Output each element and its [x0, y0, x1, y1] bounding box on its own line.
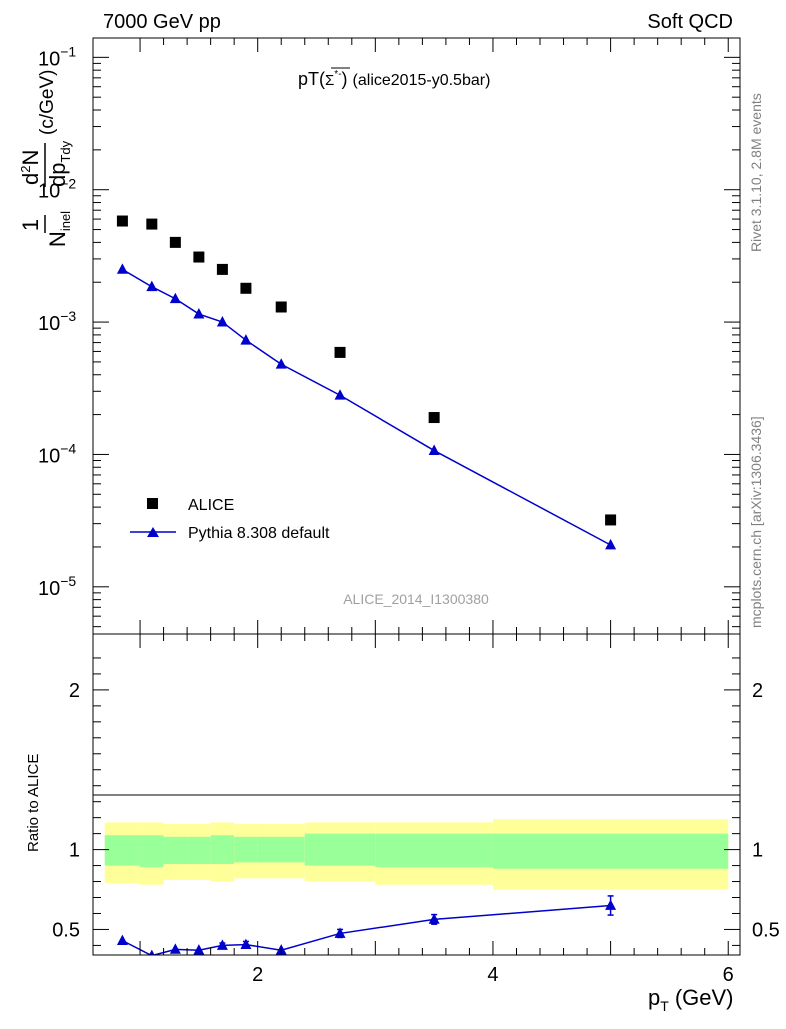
pythia-point — [428, 444, 440, 455]
band-inner-segment — [104, 835, 141, 866]
ratio-y-tick-label: 1 — [69, 840, 80, 862]
plot-title-main: pT — [298, 69, 319, 89]
ylabel-dn: d2N — [18, 150, 43, 185]
rivet-label: Rivet 3.1.10, 2.8M events — [748, 93, 764, 252]
band-inner-segment — [304, 833, 376, 866]
y-tick-label: 10−4 — [38, 440, 76, 467]
ratio-point — [169, 943, 181, 954]
alice-point — [146, 218, 158, 230]
ylabel-unit: (c/GeV) — [37, 70, 58, 135]
mcplots-label: mcplots.cern.ch [arXiv:1306.3436] — [748, 416, 764, 628]
ylabel-n: Ninel — [45, 211, 73, 247]
alice-point — [334, 346, 346, 358]
plot-title-particle: Σ — [325, 72, 334, 89]
alice-point — [193, 251, 205, 263]
y-axis-label-top: 1 Ninel d2N dpTdy (c/GeV) — [18, 70, 73, 248]
band-inner-segment — [375, 833, 493, 868]
alice-point — [428, 412, 440, 424]
ratio-panel-frame — [92, 633, 741, 956]
pythia-point — [116, 263, 128, 274]
ratio-series — [116, 895, 617, 955]
legend-alice-marker — [147, 498, 158, 509]
ratio-y-tick-label-right: 1 — [752, 840, 763, 862]
ratio-point — [334, 927, 346, 938]
ratio-y-tick-label: 0.5 — [52, 919, 80, 941]
pythia-point — [193, 307, 205, 319]
band-inner-segment — [257, 836, 305, 863]
alice-point — [605, 514, 617, 526]
ratio-point — [116, 934, 128, 946]
ratio-point — [240, 938, 252, 950]
pythia-point — [146, 280, 158, 292]
ylabel-dp: dpTdy — [45, 140, 73, 187]
alice-point — [275, 301, 287, 313]
ratio-point — [193, 944, 205, 955]
pythia-point — [240, 334, 252, 345]
ratio-point — [148, 949, 155, 955]
x-tick-label: 2 — [252, 964, 263, 986]
ratio-point — [216, 939, 228, 950]
alice-point — [240, 282, 252, 294]
pythia-point — [169, 292, 181, 304]
pythia-point — [605, 538, 617, 550]
y-tick-label: 10−1 — [38, 43, 76, 70]
alice-point — [169, 236, 181, 248]
alice-point — [216, 263, 228, 275]
band-inner-segment — [210, 835, 235, 864]
plot-title-suffix: (alice2015-y0.5bar) — [353, 72, 491, 89]
y-tick-label: 10−3 — [38, 308, 76, 335]
plot-title: pT(Σ*-) (alice2015-y0.5bar) — [298, 69, 490, 89]
ratio-point — [605, 899, 617, 910]
band-inner-segment — [163, 836, 188, 864]
y-tick-label: 10−5 — [38, 573, 76, 600]
ratio-line — [122, 904, 611, 955]
legend: ALICE Pythia 8.308 default — [130, 497, 330, 542]
plot-title-particle-sup: * — [334, 69, 338, 80]
band-inner-segment — [234, 836, 258, 863]
category-label: Soft QCD — [647, 11, 733, 33]
axis-ticks: 2 4 6 10−5 10−4 10−3 10−2 10−1 0.5 0.5 1 1 2 2 — [38, 38, 780, 986]
pythia-point — [334, 389, 346, 400]
plot-title-particle-charge: - — [338, 69, 341, 80]
energy-label: 7000 GeV pp — [103, 11, 221, 33]
pythia-line — [122, 268, 611, 546]
ratio-y-tick-label-right: 0.5 — [752, 919, 780, 941]
legend-alice-label: ALICE — [188, 497, 234, 514]
y-axis-label-ratio: Ratio to ALICE — [25, 754, 42, 852]
y-tick-label: 10−2 — [38, 176, 76, 203]
ylabel-one: 1 — [18, 219, 43, 231]
pythia-point — [275, 358, 287, 369]
x-tick-label: 4 — [487, 964, 498, 986]
top-series — [116, 215, 617, 550]
band-inner-segment — [187, 836, 211, 864]
legend-pythia-label: Pythia 8.308 default — [188, 525, 330, 542]
alice-point — [116, 215, 128, 227]
pythia-point — [216, 316, 228, 327]
ratio-point — [428, 913, 440, 924]
x-tick-label: 6 — [723, 964, 734, 986]
band-inner-segment — [140, 835, 164, 868]
ratio-y-tick-label-right: 2 — [752, 680, 763, 702]
band-inner-segment — [492, 833, 729, 869]
analysis-watermark: ALICE_2014_I1300380 — [343, 591, 489, 607]
top-panel-frame — [92, 37, 741, 635]
legend-pythia-marker — [147, 527, 159, 537]
ratio-y-tick-label: 2 — [69, 680, 80, 702]
x-axis-label: pT (GeV) — [648, 985, 734, 1014]
uncertainty-bands — [104, 819, 729, 890]
